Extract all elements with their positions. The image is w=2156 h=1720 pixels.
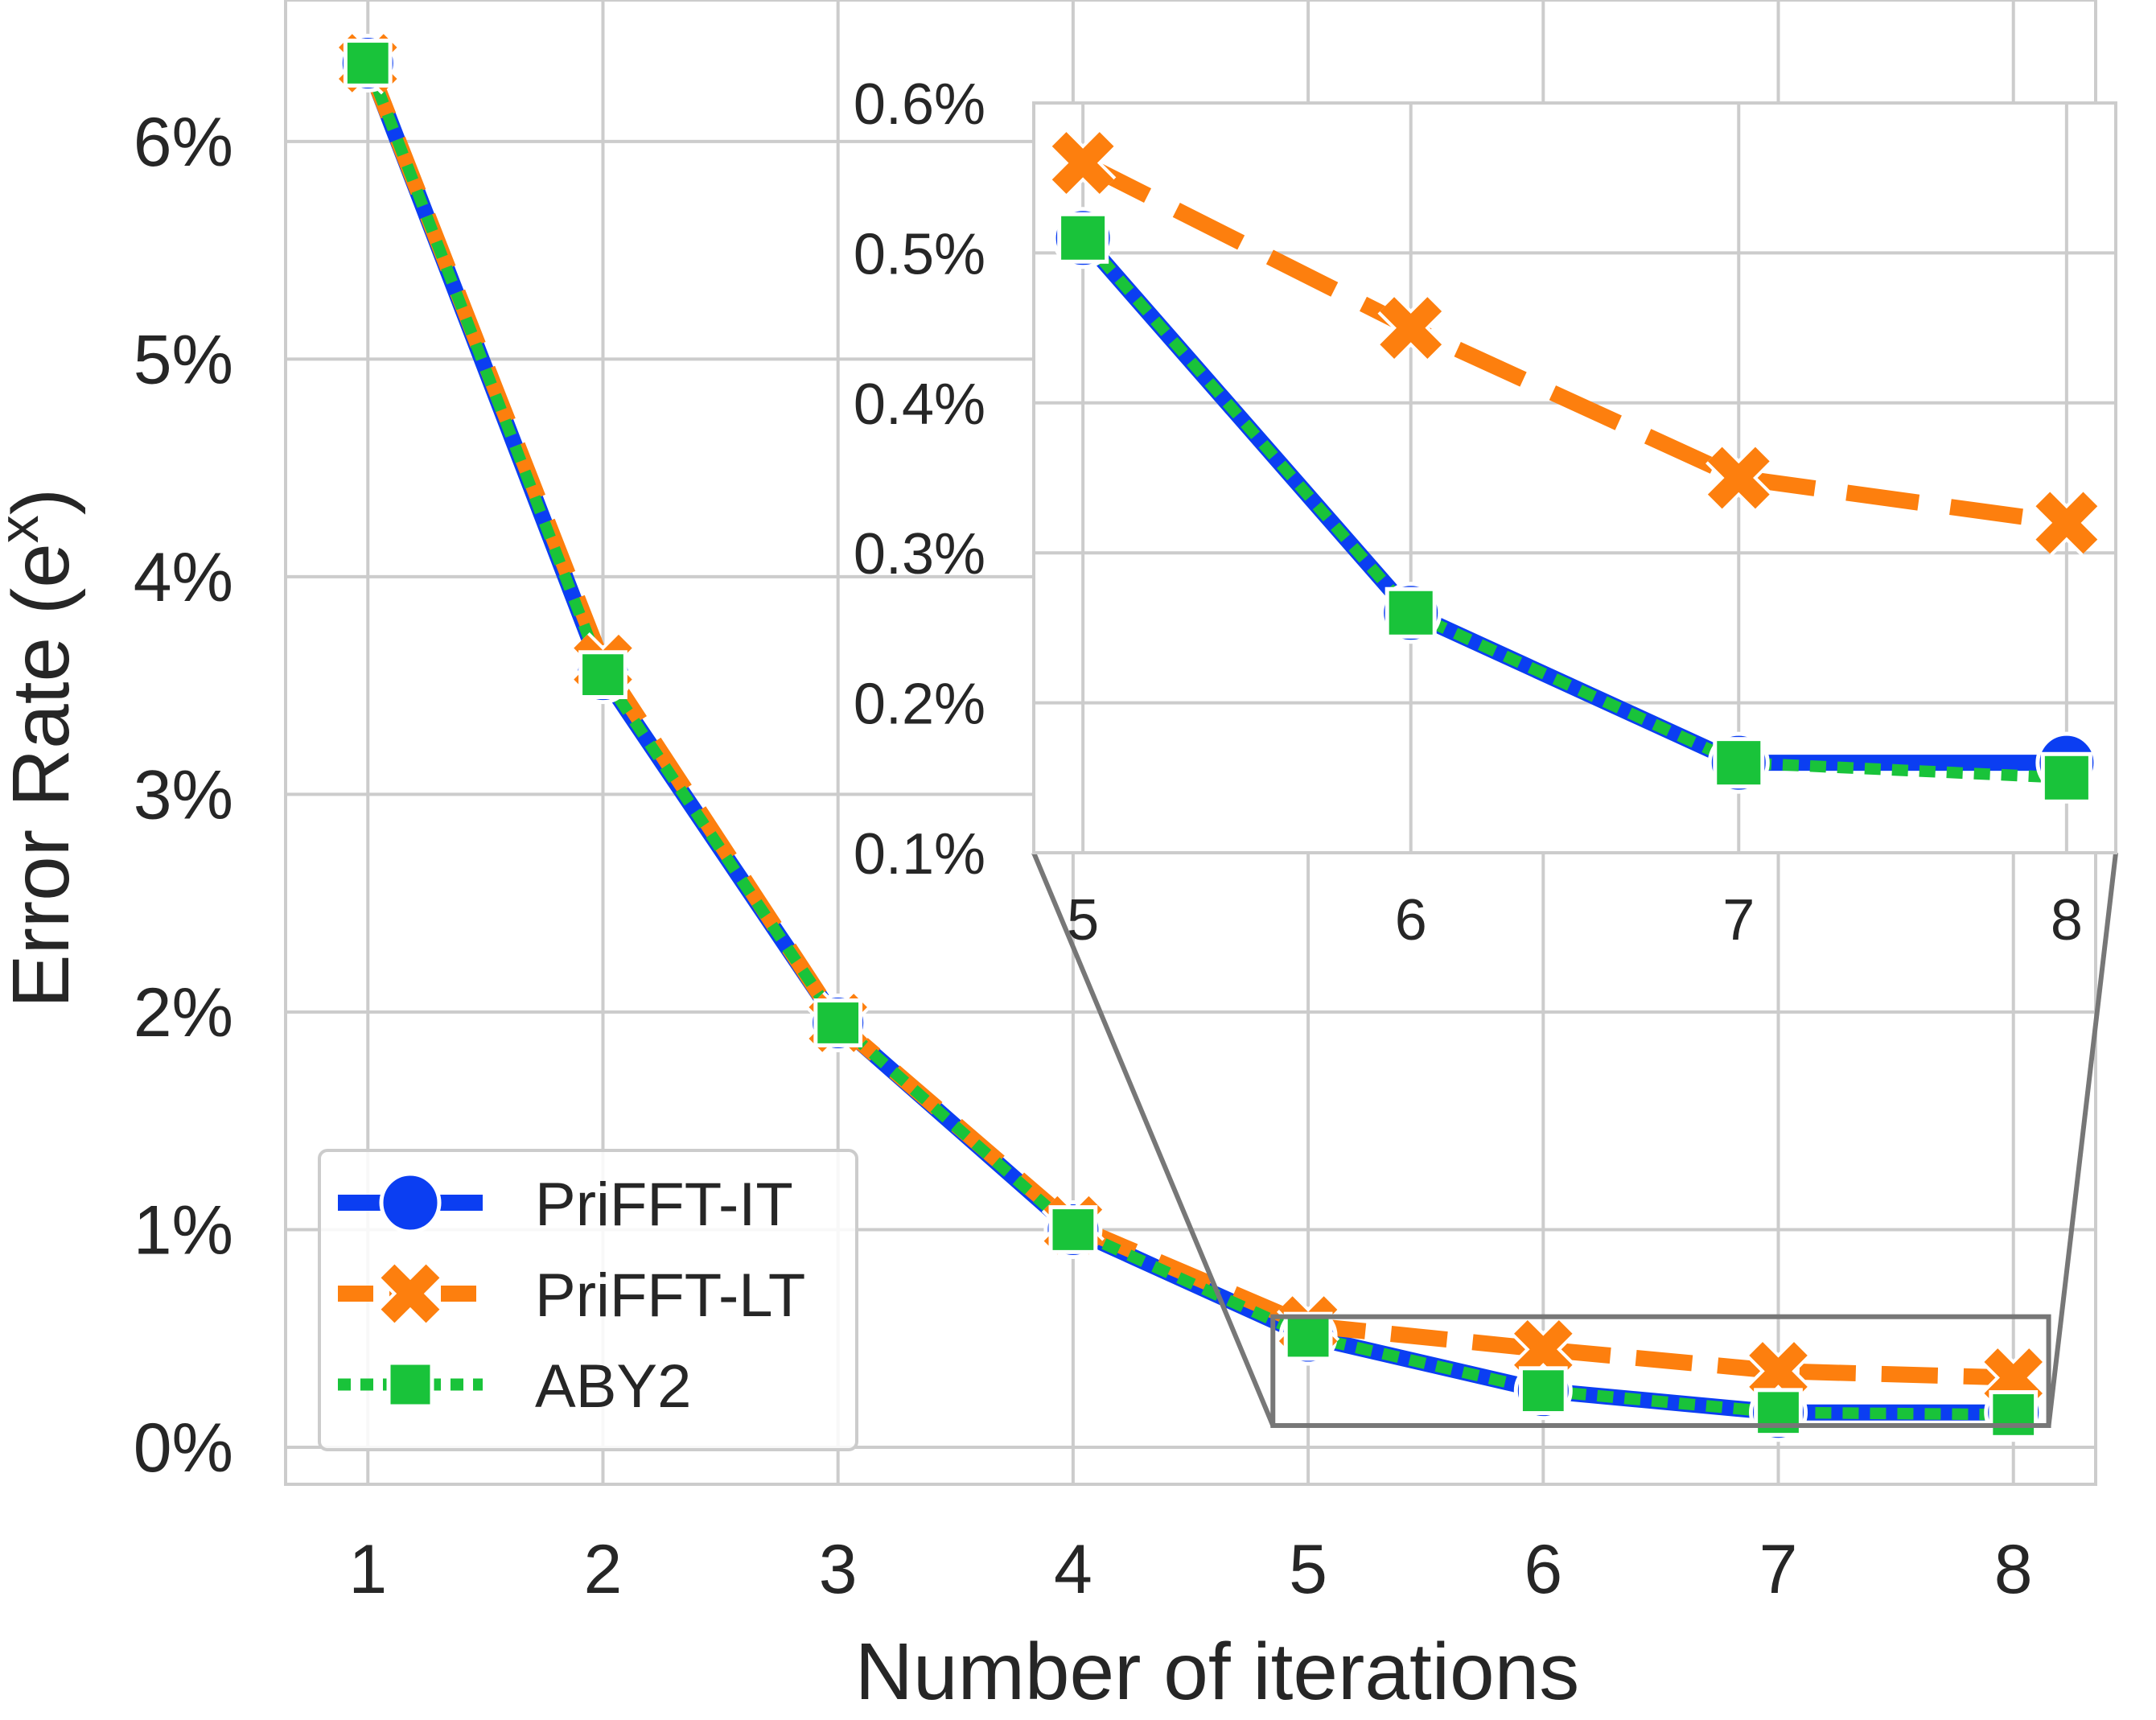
- main-y-tick-labels: 0% 1% 2% 3% 4% 5% 6%: [134, 104, 233, 1487]
- data-point-aby2: [1754, 1388, 1803, 1438]
- main-y-tick-label: 1%: [134, 1191, 233, 1269]
- inset-y-tick-label: 0.4%: [854, 372, 985, 437]
- main-x-tick-label: 6: [1524, 1531, 1562, 1608]
- data-point-aby2: [1989, 1390, 2039, 1439]
- y-axis-label-main: Error Rate (e: [0, 543, 86, 1008]
- legend-label: PriFFT-IT: [535, 1171, 793, 1239]
- data-point-prifft-lt: [1051, 132, 1114, 194]
- legend-marker-prifft-it: [379, 1171, 442, 1234]
- main-y-tick-label: 2%: [134, 974, 233, 1051]
- zoom-box: [1270, 1314, 2051, 1428]
- data-point-aby2: [1048, 1205, 1098, 1254]
- inset-x-tick-label: 5: [1067, 888, 1099, 953]
- main-y-tick-label: 3%: [134, 756, 233, 833]
- inset-plot-frame: [1032, 101, 2117, 854]
- main-x-tick-label: 5: [1289, 1531, 1327, 1608]
- series-line-prifft-lt: [360, 60, 2014, 1386]
- legend: PriFFT-IT PriFFT-LT ABY2: [318, 1149, 858, 1451]
- inset-x-tick-label: 7: [1722, 888, 1755, 953]
- data-point-prifft-lt: [1749, 1342, 1808, 1401]
- data-point-aby2: [813, 998, 863, 1047]
- legend-label: PriFFT-LT: [535, 1261, 805, 1330]
- main-x-tick-label: 8: [1994, 1531, 2033, 1608]
- legend-marker-prifft-lt: [381, 1264, 440, 1323]
- main-x-tick-label: 7: [1759, 1531, 1798, 1608]
- series-line-prifft-lt: [1079, 155, 2068, 531]
- main-x-tick-label: 3: [819, 1531, 858, 1608]
- data-point-aby2: [343, 39, 393, 88]
- data-point-aby2: [2040, 751, 2092, 804]
- data-point-prifft-lt: [1514, 1320, 1573, 1379]
- data-point-aby2: [1713, 737, 1765, 789]
- inset-x-tick-label: 6: [1395, 888, 1427, 953]
- inset-y-tick-label: 0.2%: [854, 673, 985, 737]
- main-x-tick-label: 2: [584, 1531, 623, 1608]
- main-y-tick-label: 5%: [134, 321, 233, 398]
- y-axis-label-close: ): [0, 488, 86, 515]
- legend-label: ABY2: [535, 1352, 691, 1421]
- data-point-aby2: [1518, 1366, 1568, 1416]
- legend-box: [318, 1149, 858, 1451]
- zoom-indicator: [1031, 851, 2118, 1428]
- series-line-aby2: [1078, 234, 2068, 784]
- data-point-aby2: [1283, 1311, 1333, 1361]
- data-point-prifft-lt: [1707, 446, 1770, 509]
- y-axis-label: Error Rate (ex): [0, 488, 86, 1008]
- data-point-aby2: [578, 650, 627, 700]
- main-x-tick-label: 4: [1054, 1531, 1092, 1608]
- main-y-tick-label: 4%: [134, 539, 233, 616]
- inset-x-tick-labels: 5 6 7 8: [1067, 888, 2083, 953]
- legend-marker-aby2: [386, 1360, 434, 1409]
- y-axis-label-superscript: x: [0, 515, 50, 543]
- data-point-prifft-lt: [1380, 297, 1442, 359]
- data-point-aby2: [1385, 586, 1437, 639]
- inset-y-tick-labels: 0.1% 0.2% 0.3% 0.4% 0.5% 0.6%: [854, 72, 985, 887]
- zoom-connector-right: [2046, 852, 2118, 1426]
- inset-y-tick-label: 0.6%: [854, 72, 985, 137]
- main-y-tick-label: 0%: [134, 1409, 233, 1487]
- main-x-tick-label: 1: [348, 1531, 387, 1608]
- inset-y-tick-label: 0.1%: [854, 822, 985, 887]
- inset-series-layer: [1049, 130, 2100, 804]
- inset-x-tick-label: 8: [2051, 888, 2083, 953]
- inset-y-tick-label: 0.3%: [854, 522, 985, 586]
- zoom-connector-left: [1031, 851, 1276, 1427]
- x-axis-label: Number of iterations: [855, 1627, 1579, 1717]
- data-point-prifft-lt: [2035, 492, 2098, 554]
- data-point-aby2: [1057, 212, 1109, 264]
- series-line-aby2: [362, 60, 2014, 1421]
- inset-y-tick-label: 0.5%: [854, 222, 985, 286]
- main-y-tick-label: 6%: [134, 104, 233, 181]
- main-x-tick-labels: 1 2 3 4 5 6 7 8: [348, 1531, 2032, 1608]
